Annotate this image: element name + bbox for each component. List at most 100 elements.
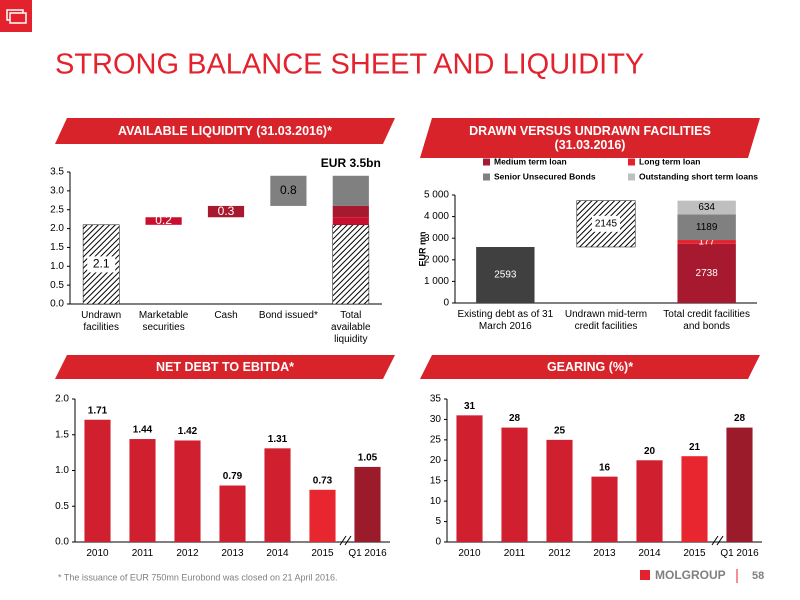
data-label: 634: [698, 202, 715, 213]
data-label: 1.44: [133, 425, 153, 436]
y-tick-label: 0: [435, 537, 441, 548]
x-tick-label: Undrawn facilities: [81, 310, 122, 333]
legend-swatch: [628, 173, 635, 181]
label-box: [592, 215, 620, 232]
bar: [270, 175, 307, 206]
y-tick-label: 1.5: [55, 429, 69, 440]
legend-label: Long term loan: [639, 156, 700, 166]
y-tick-label: 20: [430, 455, 442, 466]
bar: [354, 466, 381, 542]
section-banner: [55, 355, 395, 379]
bar: [476, 246, 535, 303]
bar: [129, 439, 156, 542]
y-tick-label: 2.5: [50, 204, 64, 215]
bar: [332, 175, 369, 206]
bar: [264, 448, 291, 542]
y-tick-label: 0.5: [50, 280, 64, 291]
data-label: 20: [644, 446, 656, 457]
legend-label: Outstanding short term loans: [639, 171, 758, 181]
x-tick-label: 2012: [548, 548, 571, 559]
y-tick-label: 1.0: [55, 465, 69, 476]
page-number: 58: [752, 570, 764, 582]
y-tick-label: 0.5: [55, 501, 69, 512]
x-tick-label: Q1 2016: [720, 548, 759, 559]
bar: [546, 439, 573, 542]
data-label: 0.79: [223, 471, 243, 482]
y-tick-label: 5 000: [424, 190, 449, 201]
icon-glyph: [9, 12, 27, 24]
x-tick-label: 2013: [593, 548, 616, 559]
data-label: 1.71: [88, 405, 108, 416]
x-tick-label: Q1 2016: [348, 548, 387, 559]
data-label: 0.2: [155, 213, 172, 227]
data-label: 2145: [595, 218, 618, 229]
bar: [726, 427, 753, 542]
section-title: AVAILABLE LIQUIDITY (31.03.2016)*: [118, 124, 332, 138]
x-tick-label: 2010: [458, 548, 481, 559]
logo-text: MOLGROUP: [655, 568, 726, 582]
bar: [681, 456, 708, 542]
bar: [501, 427, 528, 542]
data-label: 28: [734, 413, 746, 424]
x-tick-label: Undrawn mid-term credit facilities: [564, 309, 648, 332]
x-tick-label: Cash: [214, 310, 238, 321]
data-label: 25: [554, 425, 566, 436]
bar: [332, 217, 369, 225]
bar: [677, 243, 736, 303]
x-tick-label: Total available liquidity: [331, 310, 371, 345]
bar: [456, 415, 483, 542]
legend-swatch: [483, 158, 490, 166]
y-tick-label: 1.5: [50, 242, 64, 253]
x-tick-label: 2011: [503, 548, 526, 559]
axis-break: [711, 535, 719, 546]
x-tick-label: Existing debt as of 31 March 2016: [457, 309, 554, 332]
bar: [332, 224, 370, 305]
bar: [636, 460, 663, 542]
data-label: 0.8: [280, 183, 297, 197]
y-tick-label: 3 000: [424, 233, 449, 244]
label-box: [87, 256, 116, 273]
y-tick-label: 1.0: [50, 261, 64, 272]
data-label: 1189: [696, 222, 718, 233]
axis-break: [344, 535, 352, 546]
y-tick-label: 10: [430, 496, 442, 507]
bar: [332, 205, 369, 218]
section-banner: [55, 118, 395, 144]
data-label: 2593: [494, 270, 517, 281]
x-tick-label: 2011: [131, 548, 154, 559]
y-tick-label: 30: [430, 414, 442, 425]
bar: [591, 476, 618, 542]
axis-break: [339, 535, 347, 546]
y-tick-label: 2.0: [55, 394, 69, 405]
data-label: 177: [698, 237, 715, 248]
legend-swatch: [483, 173, 490, 181]
y-tick-label: 4 000: [424, 211, 449, 222]
y-tick-label: 2.0: [50, 223, 64, 234]
x-tick-label: Marketable securities: [138, 310, 189, 333]
bar: [677, 200, 736, 215]
bar: [84, 419, 111, 542]
y-tick-label: 3.5: [50, 167, 64, 178]
legend-label: Medium term loan: [494, 156, 567, 166]
section-title: NET DEBT TO EBITDA*: [156, 360, 294, 374]
data-label: 2738: [696, 268, 719, 279]
data-label: 0.3: [218, 204, 235, 218]
x-tick-label: Bond issued*: [258, 310, 318, 321]
y-tick-label: 5: [435, 516, 441, 527]
y-tick-label: 15: [430, 475, 442, 486]
data-label: 1.31: [268, 434, 288, 445]
y-axis-label: EUR mn: [417, 231, 427, 266]
data-label: 0.73: [313, 475, 333, 486]
y-tick-label: 35: [430, 394, 442, 405]
data-label: 21: [689, 442, 701, 453]
logo-mark: [640, 570, 650, 580]
y-tick-label: 0.0: [50, 299, 64, 310]
section-title: DRAWN VERSUS UNDRAWN FACILITIES (31.03.2…: [469, 124, 711, 152]
data-label: 1.05: [358, 453, 378, 464]
footnote: * The issuance of EUR 750mn Eurobond was…: [58, 572, 338, 582]
bar: [677, 214, 736, 241]
y-tick-label: 0.0: [55, 537, 69, 548]
annotation: EUR 3.5bn: [321, 156, 381, 170]
x-tick-label: 2015: [311, 548, 334, 559]
